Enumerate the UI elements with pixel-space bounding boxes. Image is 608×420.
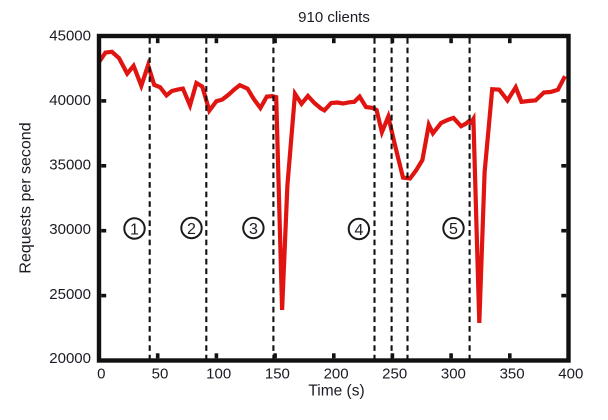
svg-text:0: 0	[97, 366, 105, 383]
svg-text:4: 4	[354, 222, 363, 239]
svg-text:5: 5	[449, 221, 458, 238]
svg-text:400: 400	[558, 366, 583, 383]
svg-text:Time (s): Time (s)	[308, 383, 364, 400]
svg-text:1: 1	[130, 221, 139, 238]
svg-text:250: 250	[382, 366, 407, 383]
svg-text:910 clients: 910 clients	[298, 9, 370, 26]
svg-text:35000: 35000	[49, 157, 91, 174]
svg-text:100: 100	[206, 366, 231, 383]
svg-text:200: 200	[324, 366, 349, 383]
svg-text:50: 50	[152, 366, 169, 383]
svg-text:30000: 30000	[49, 221, 91, 238]
svg-text:45000: 45000	[49, 28, 91, 45]
svg-text:Requests per second: Requests per second	[18, 122, 35, 273]
svg-text:40000: 40000	[49, 92, 91, 109]
svg-text:350: 350	[500, 366, 525, 383]
svg-text:150: 150	[265, 366, 290, 383]
svg-text:300: 300	[441, 366, 466, 383]
svg-text:20000: 20000	[49, 350, 91, 367]
svg-text:25000: 25000	[49, 286, 91, 303]
svg-text:3: 3	[249, 221, 258, 238]
svg-text:2: 2	[187, 221, 196, 238]
